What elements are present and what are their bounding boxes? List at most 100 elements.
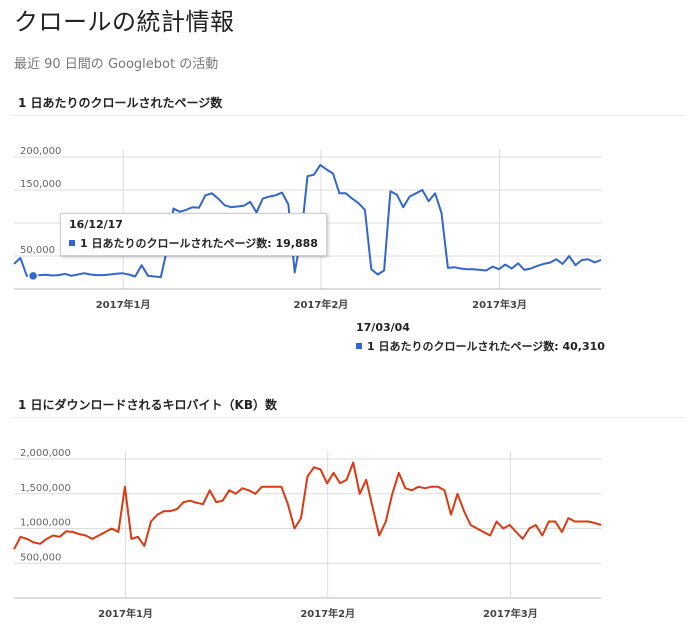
page-subtitle: 最近 90 日間の Googlebot の活動 [14,57,219,72]
kb-data-point [352,461,354,463]
pages-x-tick-label: 2017年3月 [472,298,527,311]
kb-data-point [495,520,497,522]
pages-data-point [140,264,142,266]
pages-data-point [128,273,130,275]
kb-data-point [437,486,439,488]
tooltip-series: 1 日あたりのクロールされたページ数: [367,340,563,353]
kb-data-point [450,513,452,515]
kb-data-point [65,530,67,532]
pages-data-point [147,275,149,277]
pages-chart-title: 1 日あたりのクロールされたページ数 [18,96,223,110]
pages-data-point [555,258,557,260]
pages-x-tick-label: 2017年2月 [294,298,349,311]
pages-data-point [510,267,512,269]
pages-data-point [440,212,442,214]
pages-data-point [428,200,430,202]
pages-line-chart[interactable]: 50,000 150,000 200,000 2017年1月 2017年2月 2017年3… [0,130,685,330]
pages-data-point [415,192,417,194]
kb-data-point [580,520,582,522]
kb-series-line [13,461,602,550]
kb-x-tick-label: 2017年1月 [98,607,153,620]
pages-data-point [434,192,436,194]
kb-y-tick-label: 2,000,000 [20,448,71,459]
tooltip-date: 16/12/17 [69,218,123,231]
kb-data-point [235,493,237,495]
pages-data-point [332,172,334,174]
kb-data-point [130,538,132,540]
page-title: クロールの統計情報 [14,8,235,36]
pages-data-point [64,273,66,275]
pages-data-point [102,274,104,276]
pages-hover-point [27,270,39,282]
kb-data-point [417,486,419,488]
pages-data-point [26,275,28,277]
kb-data-point [365,479,367,481]
kb-data-point [274,486,276,488]
tooltip-date: 17/03/04 [356,321,410,334]
kb-data-point [593,522,595,524]
kb-data-point [85,534,87,536]
pages-data-point [38,274,40,276]
kb-data-point [326,482,328,484]
series-swatch [69,240,75,246]
kb-data-point [522,538,524,540]
kb-data-point [32,541,34,543]
pages-data-point [319,164,321,166]
kb-data-point [574,520,576,522]
pages-data-point [211,192,213,194]
kb-data-point [248,489,250,491]
kb-data-point [254,493,256,495]
kb-data-point [280,486,282,488]
pages-data-point [198,207,200,209]
pages-data-point [568,255,570,257]
pages-data-point [274,194,276,196]
pages-data-point [51,274,53,276]
pages-data-point [581,259,583,261]
kb-data-point [39,543,41,545]
kb-data-point [267,486,269,488]
pages-data-point [517,262,519,264]
kb-data-point [489,534,491,536]
pages-data-point [153,275,155,277]
kb-data-point [117,531,119,533]
kb-data-point [541,534,543,536]
pages-data-point [453,266,455,268]
kb-data-point [372,506,374,508]
kb-data-point [78,533,80,535]
kb-data-point [515,531,517,533]
pages-data-point [172,207,174,209]
pages-series-line [13,163,602,279]
kb-data-point [124,486,126,488]
pages-data-point [402,206,404,208]
kb-data-point [13,548,15,550]
kb-data-point [156,513,158,515]
kb-data-point [476,527,478,529]
pages-data-point [121,272,123,274]
kb-data-point [404,487,406,489]
pages-data-point [217,197,219,199]
kb-data-point [91,538,93,540]
kb-data-point [587,520,589,522]
kb-data-point [508,524,510,526]
series-swatch [356,343,362,349]
kb-data-point [319,468,321,470]
kb-data-point [176,508,178,510]
kb-data-point [58,536,60,538]
pages-data-point [223,204,225,206]
kb-data-point [202,503,204,505]
kb-data-point [104,531,106,533]
pages-data-point [357,202,359,204]
pages-data-point [204,194,206,196]
kb-line-chart[interactable]: 500,000 1,000,000 1,500,000 2,000,000 2017年1… [0,430,685,630]
kb-data-point [111,527,113,529]
pages-data-point [562,263,564,265]
kb-data-point [300,517,302,519]
kb-data-point [482,531,484,533]
tooltip-value: 19,888 [275,237,318,250]
kb-y-tick-label: 1,500,000 [20,483,71,494]
pages-data-point [587,258,589,260]
pages-data-point [376,273,378,275]
kb-data-point [208,489,210,491]
pages-data-point [19,257,21,259]
kb-chart-divider [10,417,685,418]
